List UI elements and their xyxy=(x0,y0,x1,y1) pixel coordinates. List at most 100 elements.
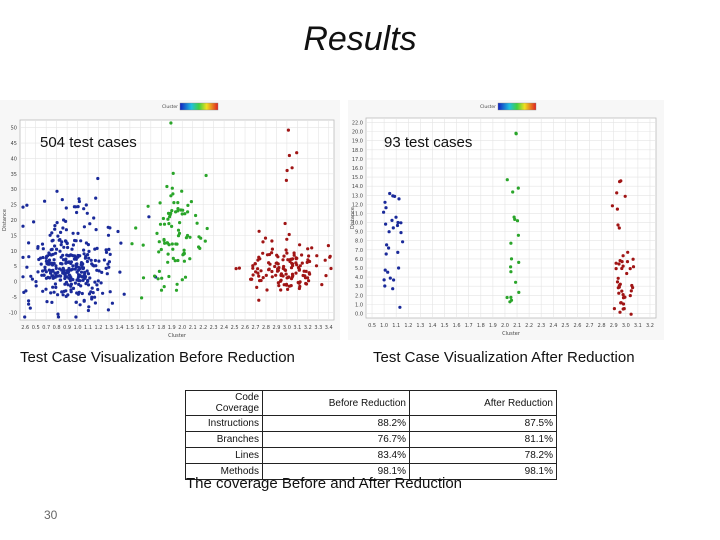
data-point xyxy=(71,243,75,247)
data-point xyxy=(171,256,175,260)
data-point xyxy=(64,206,68,210)
data-point xyxy=(621,296,626,300)
legend-color-bar xyxy=(179,102,219,111)
y-tick-label: 20 xyxy=(11,218,17,224)
data-point xyxy=(267,252,272,257)
data-point xyxy=(251,266,255,270)
data-point xyxy=(183,212,187,216)
data-point xyxy=(51,238,55,242)
table-cell: Branches xyxy=(185,431,263,448)
data-point xyxy=(195,221,199,225)
data-point xyxy=(61,271,65,275)
x-tick-label: 0.5 xyxy=(368,323,376,329)
data-point xyxy=(155,231,159,235)
data-point xyxy=(166,217,170,221)
data-point xyxy=(612,307,616,311)
data-point xyxy=(249,277,253,281)
data-point xyxy=(97,269,101,273)
data-point xyxy=(614,261,618,265)
data-point xyxy=(41,247,45,251)
x-tick-label: 2.1 xyxy=(189,325,197,331)
data-point xyxy=(25,265,29,269)
data-point xyxy=(399,221,403,225)
data-point xyxy=(261,276,265,280)
data-point xyxy=(94,196,98,200)
data-point xyxy=(284,272,288,276)
data-point xyxy=(157,250,161,254)
data-point xyxy=(397,197,401,201)
table-header-cell: Code Coverage xyxy=(185,390,263,416)
x-tick-label: 2.5 xyxy=(231,325,239,331)
data-point xyxy=(107,265,111,269)
data-point xyxy=(259,269,263,273)
data-point xyxy=(261,240,265,244)
data-point xyxy=(285,168,289,173)
data-point xyxy=(180,278,184,282)
data-point xyxy=(41,269,45,273)
data-point xyxy=(116,229,120,234)
data-point xyxy=(53,224,57,228)
data-point xyxy=(621,264,625,268)
data-point xyxy=(301,273,305,278)
x-tick-label: 1.0 xyxy=(74,325,82,331)
data-point xyxy=(49,248,53,252)
data-point xyxy=(167,222,171,226)
legend-label: Cluster xyxy=(480,104,496,110)
data-point xyxy=(45,262,49,266)
data-point xyxy=(258,257,262,261)
plot-area xyxy=(365,117,657,319)
data-point xyxy=(77,282,81,286)
data-point xyxy=(43,268,47,272)
data-point xyxy=(623,194,627,198)
data-point xyxy=(628,294,632,298)
x-tick-label: 1.3 xyxy=(105,325,113,331)
x-tick-label: 0.8 xyxy=(53,325,61,331)
data-point xyxy=(290,257,294,261)
data-point xyxy=(39,262,43,266)
y-tick-label: 40 xyxy=(11,156,17,162)
data-point xyxy=(49,291,53,295)
data-point xyxy=(61,258,66,262)
data-point xyxy=(41,289,45,293)
data-point xyxy=(320,283,324,287)
data-point xyxy=(388,276,392,280)
x-tick-label: 1.1 xyxy=(392,323,400,329)
data-point xyxy=(286,287,290,291)
data-point xyxy=(82,248,86,252)
data-point xyxy=(176,207,180,211)
data-point xyxy=(54,251,58,255)
data-point xyxy=(397,266,401,270)
data-point xyxy=(385,243,389,247)
data-point xyxy=(176,201,180,205)
data-point xyxy=(63,274,67,278)
data-point xyxy=(290,275,294,279)
data-point xyxy=(517,290,521,294)
data-point xyxy=(50,263,55,267)
x-tick-label: 3.2 xyxy=(646,323,654,329)
data-point xyxy=(96,176,100,181)
data-point xyxy=(176,228,181,232)
data-point xyxy=(181,252,185,256)
data-point xyxy=(514,280,518,284)
x-tick-label: 3.2 xyxy=(304,325,312,331)
data-point xyxy=(47,251,51,255)
x-tick-label: 1.5 xyxy=(441,323,449,329)
data-point xyxy=(118,270,122,274)
data-point xyxy=(71,264,75,268)
data-point xyxy=(86,308,90,313)
data-point xyxy=(505,295,509,300)
data-point xyxy=(307,254,311,258)
data-point xyxy=(72,205,76,209)
data-point xyxy=(67,270,71,274)
x-tick-label: 3.0 xyxy=(283,325,291,331)
data-point xyxy=(45,259,49,263)
data-point xyxy=(74,300,78,304)
data-point xyxy=(77,273,81,277)
data-point xyxy=(62,218,66,222)
data-point xyxy=(86,272,91,276)
data-point xyxy=(95,283,99,287)
data-point xyxy=(54,264,58,268)
data-point xyxy=(69,290,73,294)
x-tick-label: 3.4 xyxy=(325,325,333,331)
data-point xyxy=(56,293,60,297)
